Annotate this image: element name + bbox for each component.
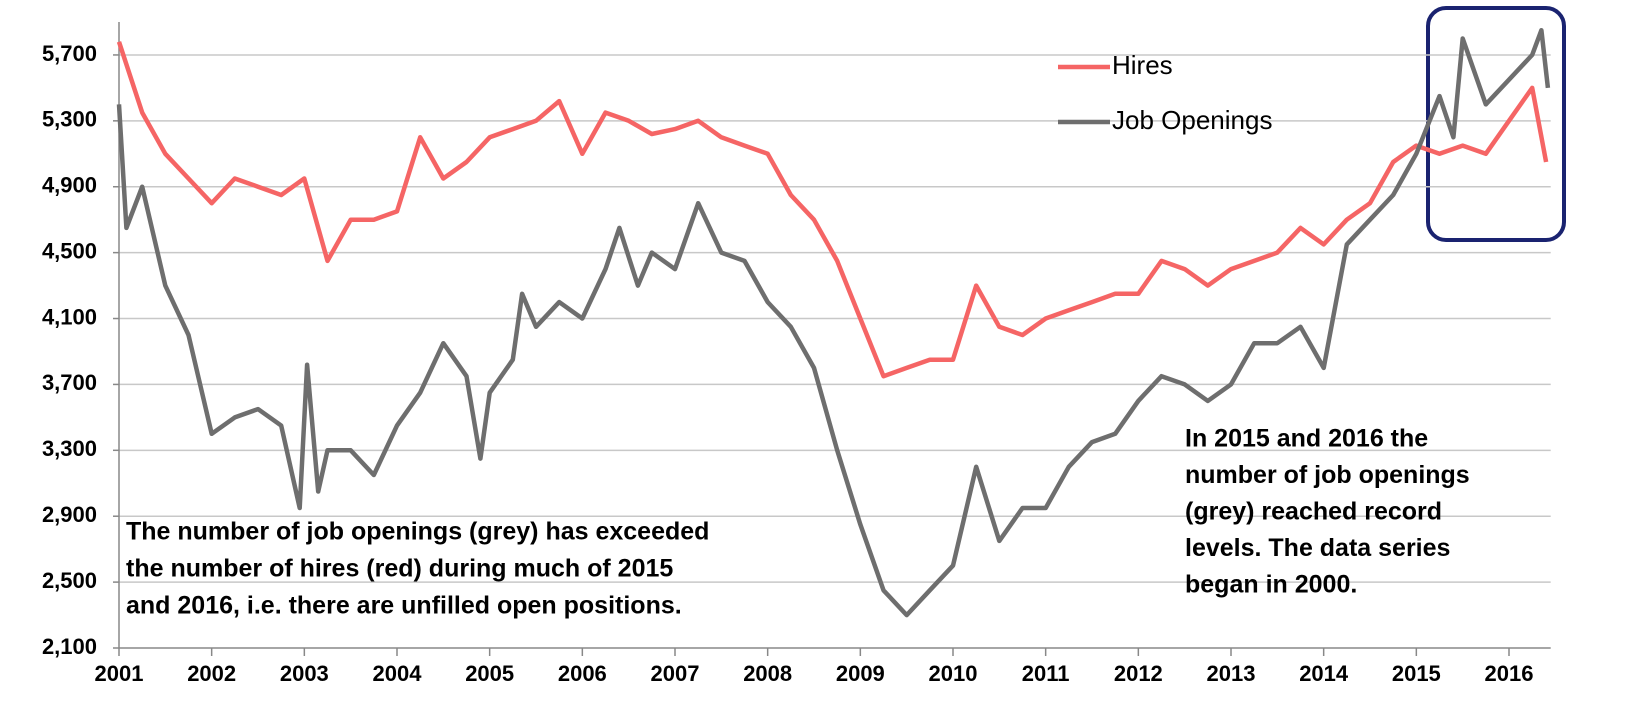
x-tick-label: 2001 — [95, 661, 144, 686]
annotation: number of job openings — [1185, 461, 1470, 489]
legend-label: Hires — [1112, 50, 1173, 80]
x-tick-label: 2004 — [373, 661, 423, 686]
y-tick-label: 4,100 — [42, 304, 97, 329]
y-tick-label: 3,300 — [42, 436, 97, 461]
series-line — [116, 41, 1549, 379]
x-tick-label: 2006 — [558, 661, 607, 686]
y-tick-label: 2,100 — [42, 634, 97, 659]
y-tick-label: 4,900 — [42, 173, 97, 198]
x-tick-label: 2009 — [836, 661, 885, 686]
x-tick-label: 2013 — [1207, 661, 1256, 686]
y-tick-label: 2,500 — [42, 568, 97, 593]
annotation: the number of hires (red) during much of… — [126, 555, 673, 583]
x-tick-label: 2002 — [187, 661, 236, 686]
x-tick-label: 2015 — [1392, 661, 1441, 686]
x-tick-label: 2016 — [1485, 661, 1534, 686]
x-tick-label: 2014 — [1299, 661, 1349, 686]
x-tick-label: 2012 — [1114, 661, 1163, 686]
y-tick-label: 5,300 — [42, 107, 97, 132]
annotation: (grey) reached record — [1185, 498, 1442, 526]
annotation: levels. The data series — [1185, 534, 1450, 562]
y-tick-label: 2,900 — [42, 502, 97, 527]
x-tick-label: 2003 — [280, 661, 329, 686]
series-line — [116, 27, 1551, 618]
x-tick-label: 2005 — [465, 661, 514, 686]
x-tick-label: 2008 — [743, 661, 792, 686]
y-tick-label: 4,500 — [42, 238, 97, 263]
y-tick-label: 5,700 — [42, 41, 97, 66]
annotation: and 2016, i.e. there are unfilled open p… — [126, 592, 682, 620]
x-tick-label: 2010 — [929, 661, 978, 686]
annotation: The number of job openings (grey) has ex… — [126, 518, 709, 546]
x-tick-label: 2007 — [651, 661, 700, 686]
annotation: In 2015 and 2016 the — [1185, 425, 1428, 453]
legend-label: Job Openings — [1112, 105, 1272, 135]
x-tick-label: 2011 — [1022, 661, 1070, 686]
annotation: began in 2000. — [1185, 571, 1357, 599]
y-tick-label: 3,700 — [42, 370, 97, 395]
